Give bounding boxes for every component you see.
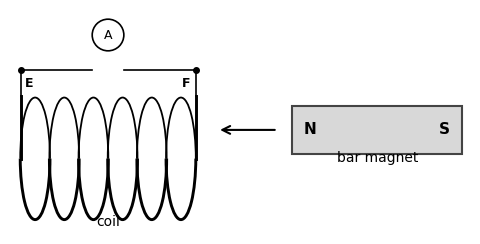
Text: coil: coil <box>96 215 120 229</box>
Text: N: N <box>303 122 316 137</box>
Text: E: E <box>25 77 34 90</box>
Text: F: F <box>182 77 191 90</box>
Text: A: A <box>104 29 112 41</box>
Bar <box>292 106 461 154</box>
Text: bar magnet: bar magnet <box>336 152 417 165</box>
Circle shape <box>92 19 123 51</box>
Text: S: S <box>438 122 449 137</box>
